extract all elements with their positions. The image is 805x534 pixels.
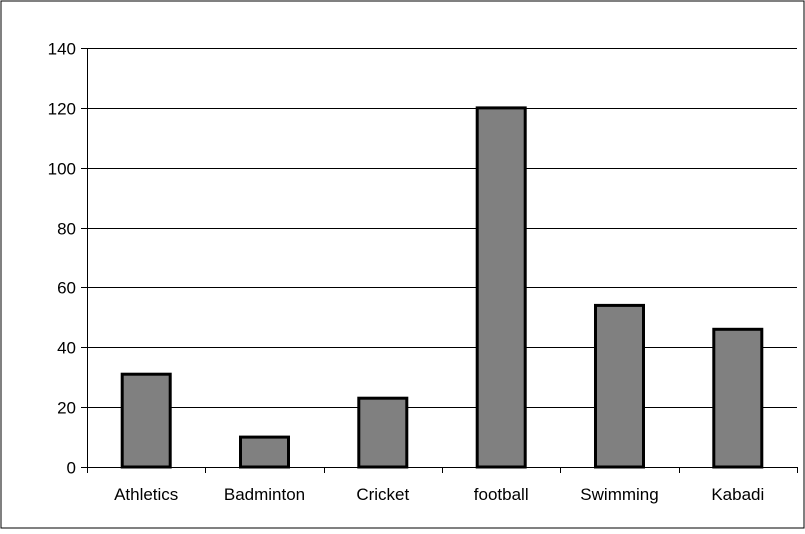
y-tick-label: 140	[48, 40, 76, 59]
x-tick-label-cricket: Cricket	[356, 485, 409, 504]
x-tick-label-badminton: Badminton	[224, 485, 305, 504]
bar-kabadi	[712, 327, 764, 469]
bar-athletics	[120, 372, 172, 469]
bar-cricket	[357, 396, 409, 469]
y-tick-label: 20	[57, 399, 76, 418]
axes	[81, 48, 798, 473]
y-tick-label: 40	[57, 339, 76, 358]
y-tick-label: 100	[48, 160, 76, 179]
x-tick-label-athletics: Athletics	[114, 485, 178, 504]
x-tick-label-kabadi: Kabadi	[711, 485, 764, 504]
y-tick-label: 80	[57, 220, 76, 239]
x-tick-label-football: football	[474, 485, 529, 504]
bar-badminton	[239, 435, 290, 469]
bars	[120, 106, 764, 469]
y-tick-label: 60	[57, 279, 76, 298]
y-tick-label: 0	[67, 459, 76, 478]
x-axis-tick-labels: Athletics Badminton Cricket football Swimmin…	[114, 485, 764, 504]
bar-swimming	[594, 303, 645, 469]
bar-football	[475, 106, 527, 469]
y-tick-label: 120	[48, 100, 76, 119]
x-tick-label-swimming: Swimming	[580, 485, 658, 504]
gridlines	[87, 48, 797, 408]
y-axis-tick-labels: 0 20 40 60 80 100 120 140	[48, 40, 76, 478]
